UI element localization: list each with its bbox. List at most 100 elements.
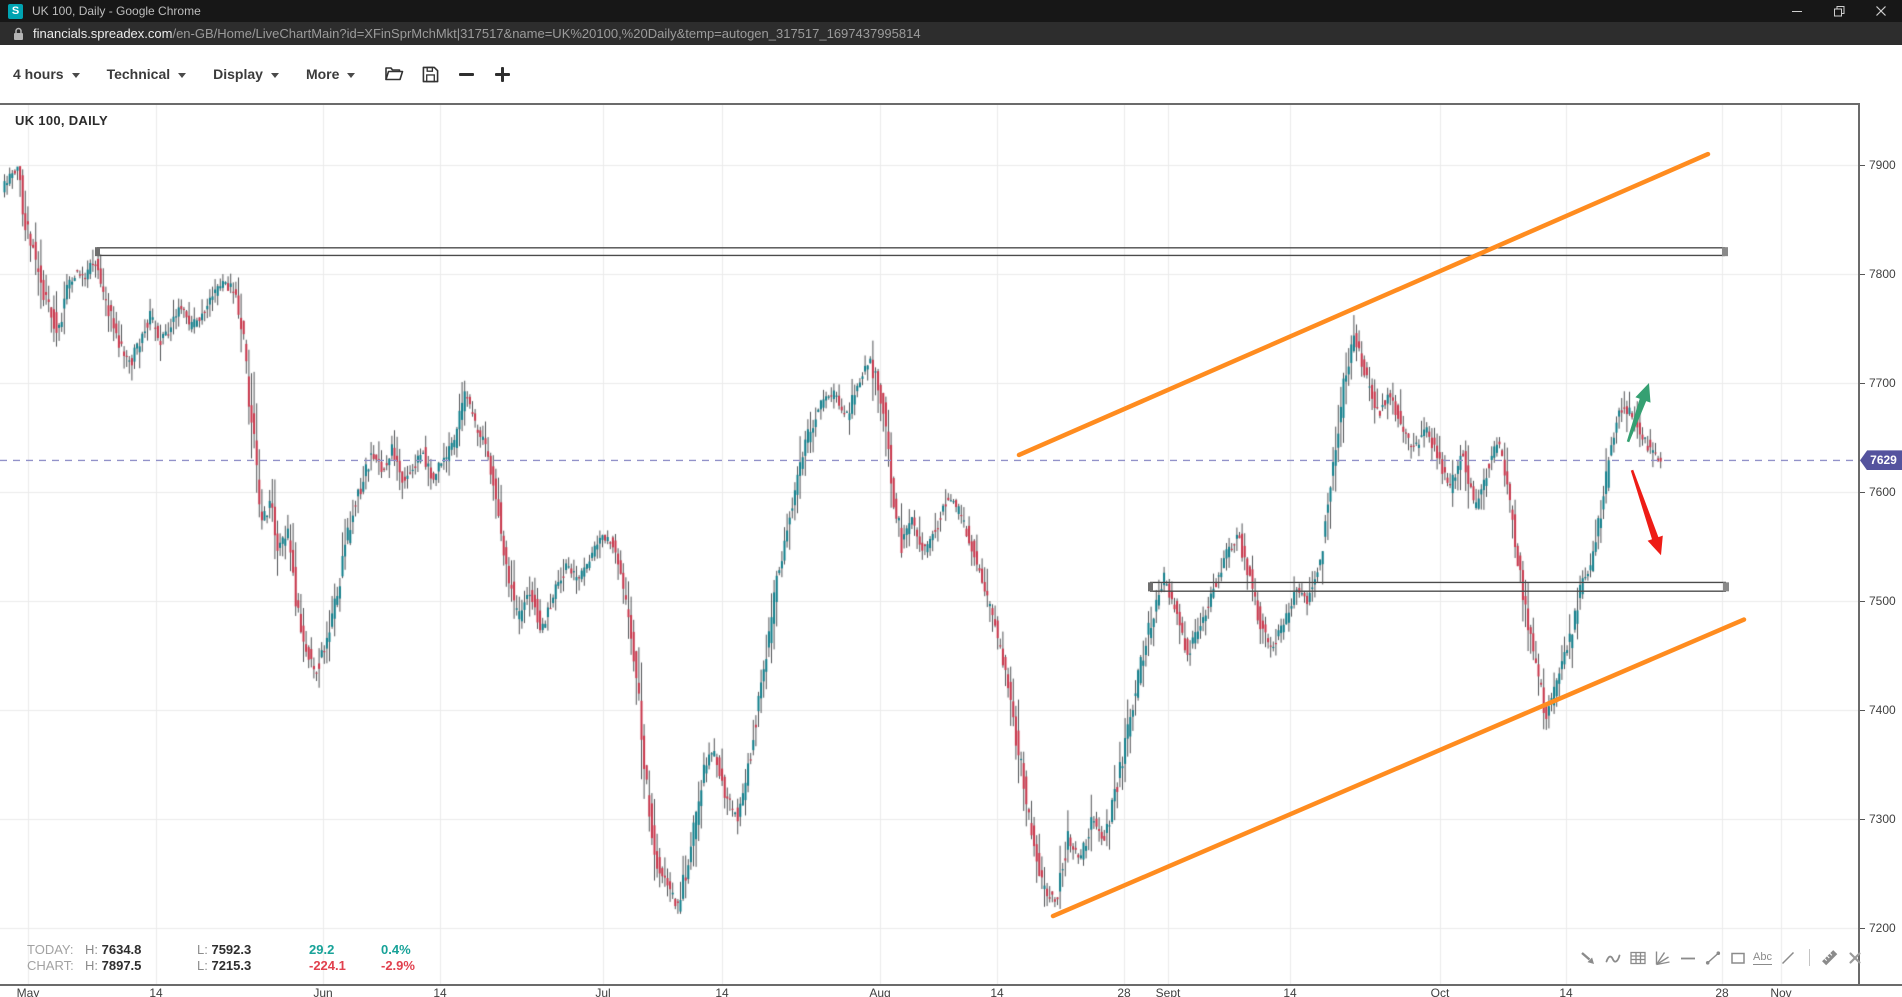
- y-axis-tick: 7200: [1860, 921, 1896, 935]
- today-high: H: 7634.8: [85, 942, 142, 957]
- today-low: L: 7592.3: [197, 942, 252, 957]
- more-label: More: [305, 66, 340, 82]
- tool-curve-line[interactable]: [1601, 945, 1624, 970]
- window-title: UK 100, Daily - Google Chrome: [32, 4, 201, 18]
- tool-remove-x[interactable]: [1843, 945, 1866, 970]
- current-price-tag: 7629: [1860, 450, 1902, 471]
- price-axis[interactable]: 7629 7900 7800 7700 7600 7500 7400 7300 7200: [1858, 103, 1902, 997]
- y-axis-tick: 7900: [1860, 158, 1896, 172]
- x-axis-tick: Sept: [1155, 986, 1181, 997]
- remove-x-icon: [1848, 951, 1861, 964]
- minimize-button[interactable]: [1776, 0, 1818, 22]
- zone-handle[interactable]: [1723, 582, 1729, 592]
- date-axis[interactable]: May 14 Jun 14 Jul 14 Aug 14 28 Sept 14 Oct 14 28 Nov: [0, 984, 1902, 997]
- tool-grid[interactable]: [1626, 945, 1649, 970]
- timeframe-dropdown[interactable]: 4 hours: [13, 66, 80, 82]
- window-controls: [1776, 0, 1902, 22]
- more-menu[interactable]: More: [305, 66, 356, 82]
- text-tool-icon: Abc: [1753, 950, 1772, 965]
- tool-measure-ruler[interactable]: [1818, 945, 1841, 970]
- zoom-out-button[interactable]: [454, 62, 478, 86]
- today-stats-row: TODAY: H: 7634.8 L: 7592.3 29.2 0.4%: [27, 942, 415, 958]
- tool-fan-lines[interactable]: [1651, 945, 1674, 970]
- y-axis-tick: 7800: [1860, 267, 1896, 281]
- open-chart-button[interactable]: [382, 62, 406, 86]
- tool-trend-line[interactable]: [1701, 945, 1724, 970]
- display-label: Display: [213, 66, 263, 82]
- save-floppy-icon: [422, 66, 439, 82]
- x-axis-tick: Oct: [1430, 986, 1450, 997]
- rectangle-icon: [1730, 952, 1745, 964]
- measure-ruler-icon: [1822, 950, 1838, 966]
- chevron-down-icon: [270, 72, 279, 78]
- today-change-pct: 0.4%: [381, 942, 411, 957]
- x-axis-tick: 28: [1715, 986, 1729, 997]
- grid-icon: [1629, 951, 1646, 964]
- x-axis-tick: May: [16, 986, 40, 997]
- zoom-in-button[interactable]: [490, 62, 514, 86]
- url-domain: financials.spreadex.com: [33, 26, 173, 41]
- trend-line-icon: [1705, 950, 1720, 965]
- fan-lines-icon: [1655, 951, 1670, 965]
- y-axis-tick: 7300: [1860, 812, 1896, 826]
- y-axis-tick: 7500: [1860, 594, 1896, 608]
- save-chart-button[interactable]: [418, 62, 442, 86]
- x-axis-tick: 14: [1559, 986, 1573, 997]
- close-icon: [1876, 6, 1886, 16]
- channel-lower[interactable]: [1050, 617, 1747, 919]
- drawing-toolbar: Abc: [1576, 945, 1868, 970]
- x-axis-tick: Aug: [869, 986, 891, 997]
- restore-button[interactable]: [1818, 0, 1860, 22]
- x-axis-tick: 14: [715, 986, 729, 997]
- zone-handle[interactable]: [1722, 247, 1728, 257]
- chart-region: UK 100, DAILY 7629 7900 7800 7700 7600 7500 7…: [0, 103, 1902, 997]
- chart-low: L: 7215.3: [197, 958, 252, 973]
- x-axis-tick: 14: [990, 986, 1004, 997]
- chart-change-pct: -2.9%: [381, 958, 415, 973]
- chart-top-border: [0, 103, 1902, 105]
- tool-rectangle[interactable]: [1726, 945, 1749, 970]
- x-axis-tick: 14: [149, 986, 163, 997]
- toolbar-separator: [1809, 949, 1810, 966]
- lock-icon: [14, 27, 23, 40]
- chevron-down-icon: [178, 72, 187, 78]
- chart-high: H: 7897.5: [85, 958, 142, 973]
- bearish-arrow[interactable]: [1630, 469, 1663, 556]
- zone-handle[interactable]: [1148, 582, 1153, 592]
- x-axis-tick: 28: [1117, 986, 1131, 997]
- chevron-down-icon: [71, 72, 80, 78]
- bullish-arrow[interactable]: [1626, 383, 1651, 443]
- url-text: financials.spreadex.com/en-GB/Home/LiveC…: [33, 26, 921, 41]
- diagonal-line-icon: [1781, 951, 1794, 964]
- chart-annotations: [0, 151, 1858, 919]
- close-button[interactable]: [1860, 0, 1902, 22]
- horizontal-line-icon: [1680, 957, 1695, 959]
- x-axis-tick: Jul: [595, 986, 611, 997]
- curve-line-icon: [1605, 954, 1620, 962]
- channel-upper[interactable]: [1016, 151, 1711, 458]
- technical-label: Technical: [106, 66, 171, 82]
- technical-menu[interactable]: Technical: [107, 66, 187, 82]
- x-axis-tick: 14: [433, 986, 447, 997]
- today-change: 29.2: [309, 942, 335, 957]
- url-path: /en-GB/Home/LiveChartMain?id=XFinSprMchM…: [172, 26, 921, 41]
- chart-stats-row: CHART: H: 7897.5 L: 7215.3 -224.1 -2.9%: [27, 958, 415, 974]
- window-titlebar: S UK 100, Daily - Google Chrome: [0, 0, 1902, 22]
- address-bar[interactable]: financials.spreadex.com/en-GB/Home/LiveC…: [0, 22, 1902, 45]
- x-axis-tick: Jun: [313, 986, 333, 997]
- tool-text-abc[interactable]: Abc: [1751, 945, 1774, 970]
- tool-horizontal-line[interactable]: [1676, 945, 1699, 970]
- zone-handle[interactable]: [95, 247, 100, 257]
- chart-toolbar: 4 hours Technical Display More: [0, 45, 1902, 103]
- candlestick-canvas[interactable]: [0, 103, 1860, 985]
- x-axis-tick: 14: [1283, 986, 1297, 997]
- minus-icon: [458, 72, 474, 76]
- y-axis-tick: 7400: [1860, 703, 1896, 717]
- open-folder-icon: [385, 67, 404, 81]
- today-label: TODAY:: [27, 942, 74, 957]
- tool-pointer-arrow[interactable]: [1576, 945, 1599, 970]
- display-menu[interactable]: Display: [213, 66, 279, 82]
- chart-change: -224.1: [309, 958, 346, 973]
- tool-diagonal-line[interactable]: [1776, 945, 1799, 970]
- timeframe-label: 4 hours: [13, 66, 64, 82]
